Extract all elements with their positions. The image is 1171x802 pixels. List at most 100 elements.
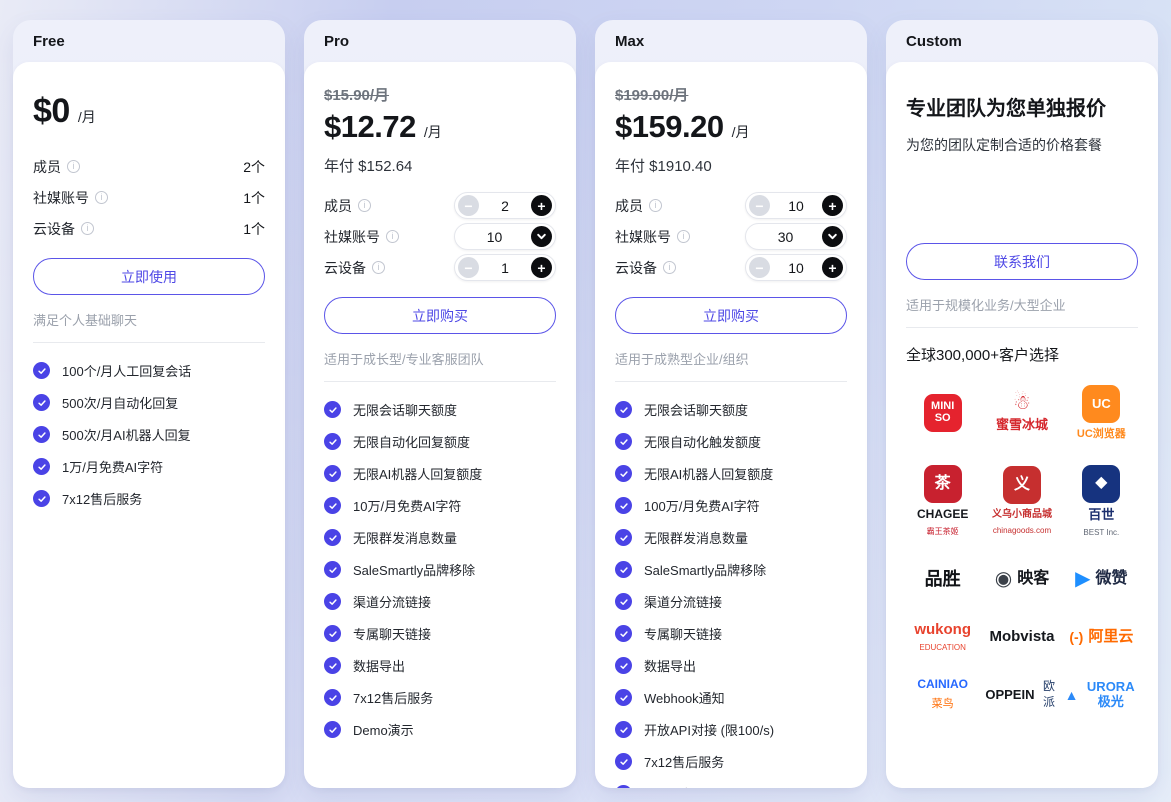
info-icon[interactable]: i bbox=[649, 199, 662, 212]
cloud-devices-stepper[interactable]: − 10 + bbox=[745, 254, 847, 281]
info-icon[interactable]: i bbox=[95, 191, 108, 204]
divider bbox=[615, 381, 847, 382]
feature-text: 7x12售后服务 bbox=[644, 755, 725, 770]
quota-label: 成员 bbox=[615, 197, 643, 214]
check-icon bbox=[33, 490, 50, 507]
social-accounts-dropdown[interactable]: 30 bbox=[745, 223, 847, 250]
info-icon[interactable]: i bbox=[358, 199, 371, 212]
check-icon bbox=[324, 721, 341, 738]
feature-item: 无限AI机器人回复额度 bbox=[324, 464, 556, 483]
increment-button[interactable]: + bbox=[531, 195, 552, 216]
plan-card-pro: Pro $15.90/月 $12.72 /月 年付 $152.64 成员 i − … bbox=[304, 20, 576, 788]
original-price: $15.90/月 bbox=[324, 87, 390, 104]
feature-item: Demo演示 bbox=[615, 784, 847, 788]
feature-list: 无限会话聊天额度 无限自动化触发额度 无限AI机器人回复额度 1 bbox=[615, 400, 847, 788]
customer-logo: UC UC浏览器 bbox=[1065, 385, 1138, 441]
decrement-button[interactable]: − bbox=[749, 195, 770, 216]
feature-text: Demo演示 bbox=[353, 723, 414, 738]
members-stepper[interactable]: − 10 + bbox=[745, 192, 847, 219]
decrement-button[interactable]: − bbox=[458, 195, 479, 216]
info-icon[interactable]: i bbox=[81, 222, 94, 235]
feature-item: 无限会话聊天额度 bbox=[324, 400, 556, 419]
plan-header-free: Free bbox=[13, 20, 285, 62]
feature-item: SaleSmartly品牌移除 bbox=[615, 560, 847, 579]
info-icon[interactable]: i bbox=[67, 160, 80, 173]
buy-now-button[interactable]: 立即购买 bbox=[615, 297, 847, 334]
logo-label: UC浏览器 bbox=[1076, 428, 1126, 440]
quota-row-cloud-devices: 云设备 i 1个 bbox=[33, 213, 265, 244]
logo-label: 百世 bbox=[1088, 506, 1115, 522]
price-amount: $159.20 bbox=[615, 109, 724, 144]
divider bbox=[906, 327, 1138, 328]
quota-label: 云设备 bbox=[33, 220, 75, 237]
feature-item: Demo演示 bbox=[324, 720, 556, 739]
plan-header-max: Max bbox=[595, 20, 867, 62]
check-icon bbox=[615, 561, 632, 578]
chevron-down-icon[interactable] bbox=[531, 226, 552, 247]
logo-subtext: 菜鸟 bbox=[931, 698, 954, 711]
quota-list: 成员 i − 2 + 社媒账号 i 10 云设备 i bbox=[324, 190, 556, 283]
quota-list: 成员 i 2个 社媒账号 i 1个 云设备 i 1个 bbox=[33, 151, 265, 244]
plan-description: 满足个人基础聊天 bbox=[33, 313, 138, 328]
plan-name: Pro bbox=[324, 32, 350, 50]
info-icon[interactable]: i bbox=[663, 261, 676, 274]
logo-glyph-icon: ▶ bbox=[1075, 567, 1091, 590]
check-icon bbox=[324, 593, 341, 610]
info-icon[interactable]: i bbox=[677, 230, 690, 243]
feature-text: 开放API对接 (限100/s) bbox=[644, 723, 775, 738]
feature-text: 100万/月免费AI字符 bbox=[644, 499, 760, 514]
customer-logo-grid: MINI SO ☃ 蜜雪冰城 UC UC浏览器 bbox=[906, 385, 1138, 712]
check-icon bbox=[615, 625, 632, 642]
social-accounts-dropdown[interactable]: 10 bbox=[454, 223, 556, 250]
logo-label: CHAGEE bbox=[916, 507, 969, 522]
logo-mark-icon: ◆ bbox=[1082, 464, 1121, 503]
quota-value: 1个 bbox=[243, 220, 265, 237]
decrement-button[interactable]: − bbox=[458, 257, 479, 278]
check-icon bbox=[324, 657, 341, 674]
feature-text: 无限AI机器人回复额度 bbox=[644, 467, 774, 482]
logo-mark-icon: 义 bbox=[1002, 466, 1041, 505]
check-icon bbox=[33, 394, 50, 411]
customer-logo: ▲ URORA 极光 bbox=[1065, 678, 1138, 712]
feature-item: 无限群发消息数量 bbox=[615, 528, 847, 547]
feature-item: 500次/月AI机器人回复 bbox=[33, 425, 265, 444]
use-now-button[interactable]: 立即使用 bbox=[33, 258, 265, 295]
plan-card-free: Free $0 /月 成员 i 2个 社媒账号 i 1个 云设备 i 1个 bbox=[13, 20, 285, 788]
logo-subtext: 霸王茶姬 bbox=[926, 527, 959, 536]
quota-row-members: 成员 i − 2 + bbox=[324, 190, 556, 221]
check-icon bbox=[33, 426, 50, 443]
info-icon[interactable]: i bbox=[386, 230, 399, 243]
feature-item: SaleSmartly品牌移除 bbox=[324, 560, 556, 579]
feature-item: 专属聊天链接 bbox=[615, 624, 847, 643]
price: $0 /月 bbox=[33, 92, 265, 131]
plan-body-free: $0 /月 成员 i 2个 社媒账号 i 1个 云设备 i 1个 立即使用 满足个人基… bbox=[13, 62, 285, 788]
feature-text: 7x12售后服务 bbox=[353, 691, 434, 706]
plan-body-max: $199.00/月 $159.20 /月 年付 $1910.40 成员 i − 1… bbox=[595, 62, 867, 788]
chevron-down-icon[interactable] bbox=[822, 226, 843, 247]
plan-description: 适用于规模化业务/大型企业 bbox=[906, 298, 1066, 313]
feature-item: 无限AI机器人回复额度 bbox=[615, 464, 847, 483]
logo-subtext: BEST Inc. bbox=[1083, 527, 1120, 537]
feature-text: 渠道分流链接 bbox=[644, 595, 723, 610]
feature-text: Webhook通知 bbox=[644, 691, 725, 706]
check-icon bbox=[33, 458, 50, 475]
members-stepper[interactable]: − 2 + bbox=[454, 192, 556, 219]
plan-card-max: Max $199.00/月 $159.20 /月 年付 $1910.40 成员 i… bbox=[595, 20, 867, 788]
cloud-devices-stepper[interactable]: − 1 + bbox=[454, 254, 556, 281]
logo-label: 阿里云 bbox=[1088, 628, 1134, 646]
custom-title: 专业团队为您单独报价 bbox=[906, 98, 1106, 120]
check-icon bbox=[615, 497, 632, 514]
check-icon bbox=[615, 465, 632, 482]
increment-button[interactable]: + bbox=[531, 257, 552, 278]
buy-now-button[interactable]: 立即购买 bbox=[324, 297, 556, 334]
logo-subtext: 欧派 bbox=[1043, 679, 1056, 709]
info-icon[interactable]: i bbox=[372, 261, 385, 274]
increment-button[interactable]: + bbox=[822, 257, 843, 278]
logo-label: 品胜 bbox=[924, 568, 961, 589]
increment-button[interactable]: + bbox=[822, 195, 843, 216]
feature-text: 无限群发消息数量 bbox=[644, 531, 749, 546]
customer-logo: MINI SO bbox=[906, 385, 979, 441]
decrement-button[interactable]: − bbox=[749, 257, 770, 278]
logo-label: 微赞 bbox=[1095, 569, 1128, 587]
contact-us-button[interactable]: 联系我们 bbox=[906, 243, 1138, 280]
